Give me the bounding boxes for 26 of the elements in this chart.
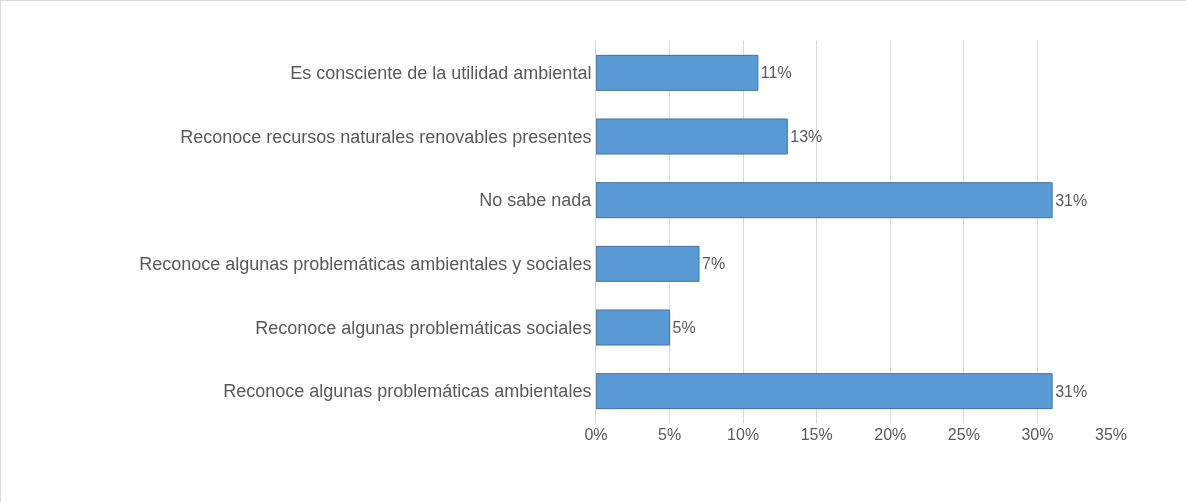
y-tick-label: Reconoce algunas problemáticas sociales bbox=[255, 317, 592, 338]
bar bbox=[596, 245, 700, 282]
data-label: 31% bbox=[1055, 191, 1088, 209]
data-label: 13% bbox=[790, 128, 823, 145]
data-label: 11% bbox=[760, 64, 792, 82]
y-tick-label: Es consciente de la utilidad ambiental bbox=[290, 63, 592, 84]
x-tick-label: 10% bbox=[727, 426, 760, 443]
bar bbox=[596, 309, 671, 346]
x-tick-label: 0% bbox=[584, 426, 608, 443]
data-label: 7% bbox=[702, 255, 726, 273]
x-tick-label: 25% bbox=[947, 426, 980, 443]
y-tick-label: Reconoce algunas problemáticas ambientales y sociales bbox=[139, 254, 592, 275]
bar bbox=[596, 373, 1053, 410]
y-tick-label: No sabe nada bbox=[479, 190, 593, 211]
bar bbox=[596, 118, 788, 155]
y-tick-label: Reconoce algunas problemáticas ambientales bbox=[223, 381, 592, 402]
x-tick-label: 30% bbox=[1021, 426, 1054, 443]
x-tick-label: 15% bbox=[800, 426, 833, 443]
x-tick-label: 5% bbox=[658, 426, 682, 443]
data-label: 5% bbox=[672, 319, 696, 336]
x-tick-label: 20% bbox=[874, 426, 907, 443]
data-label: 31% bbox=[1055, 382, 1088, 400]
x-tick-label: 35% bbox=[1094, 426, 1128, 443]
bar bbox=[596, 182, 1053, 219]
y-tick-label: Reconoce recursos naturales renovables presentes bbox=[180, 126, 592, 147]
bar bbox=[596, 54, 759, 91]
